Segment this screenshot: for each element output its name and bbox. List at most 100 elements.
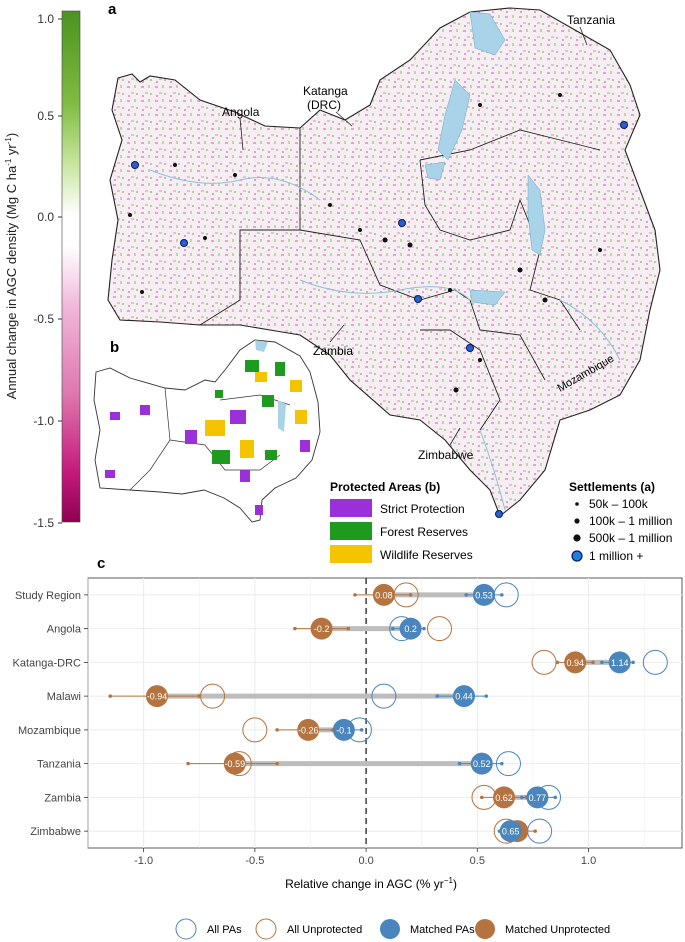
protected-legend-title: Protected Areas (b) (330, 480, 440, 494)
data-label-matched-unprotected: -0.94 (147, 692, 168, 702)
ci-end-unprotected (346, 626, 351, 631)
ci-end-pa (600, 660, 604, 665)
legend-label-matched-pas: Matched PAs (410, 924, 475, 936)
data-label-matched-unprotected: 0.08 (375, 590, 393, 600)
point-matched-unprotected (493, 786, 516, 809)
ci-end-unprotected (591, 660, 595, 665)
data-label-matched-unprotected: -0.2 (314, 624, 330, 634)
data-label-matched-unprotected: 0.94 (566, 658, 584, 668)
legend-marker-matched-pas (380, 919, 400, 939)
lake (469, 11, 506, 56)
colorbar-tick-label: 0.0 (37, 210, 54, 224)
ci-end-pa (553, 795, 557, 800)
legend-swatch-strict (330, 499, 372, 517)
colorbar-tick-label: 0.5 (37, 109, 54, 123)
point-matched-pas (608, 651, 631, 674)
label-zambia: Zambia (313, 344, 353, 358)
point-matched-pas (473, 583, 495, 606)
colorbar-gradient (61, 10, 81, 523)
label-angola: Angola (222, 105, 260, 119)
data-label-matched-unprotected: -0.26 (298, 725, 319, 735)
river (479, 429, 506, 511)
point-all-pas (642, 649, 668, 675)
x-tick-labels: -1.0 -0.5 0.0 0.5 1.0 (134, 848, 596, 867)
chart-panel (87, 577, 683, 849)
point-all-unprotected (200, 683, 226, 709)
y-tick-label: Angola (47, 624, 82, 636)
x-tick-label: 1.0 (581, 855, 596, 867)
chart-legend: All PAs All Unprotected Matched PAs Matc… (175, 918, 610, 940)
y-tick-label: Malawi (47, 691, 81, 703)
data-label-matched-pas: 0.52 (473, 759, 491, 769)
point-matched-pas (332, 718, 355, 741)
map-region-outline (107, 7, 661, 517)
ci-end-pa (422, 626, 426, 631)
country-border (419, 129, 601, 161)
settlement-dot (448, 288, 452, 292)
point-matched-pas (526, 786, 549, 809)
lake (278, 400, 286, 432)
settlement-dot (140, 290, 144, 294)
lake (255, 340, 268, 352)
settlement-blue (414, 295, 422, 303)
legend-label-strict: Strict Protection (380, 502, 465, 516)
ci-end-pa (520, 795, 524, 800)
panel-label-b: b (110, 339, 119, 356)
settlement-legend-marker (571, 550, 583, 562)
map-a: Angola Katanga (DRC) Tanzania Zambia Moz… (107, 7, 661, 518)
label-katanga-2: (DRC) (307, 98, 341, 112)
protected-area-patches (105, 360, 310, 515)
legend-marker-matched-unprotected (475, 919, 495, 939)
panel-label-c: c (97, 555, 105, 572)
point-all-unprotected (531, 649, 557, 675)
ci-end-unprotected (108, 694, 113, 698)
label-tanzania: Tanzania (567, 13, 615, 27)
colorbar-tick-label: -1.0 (33, 414, 54, 428)
settlement-legend-label: 100k – 1 million (589, 514, 672, 528)
settlement-dot (382, 237, 388, 243)
ci-end-pa (631, 660, 635, 665)
settlement-dot (407, 242, 413, 248)
settlement-blue (398, 219, 406, 227)
map-b (93, 339, 321, 523)
y-tick-label: Tanzania (37, 759, 82, 771)
lake (437, 79, 471, 161)
chart-marks: 0.08 0.53 -0.2 0.2 0.94 1.14 -0.94 0.44 -0.26 -0.… (108, 582, 668, 844)
settlement-dot (173, 163, 177, 167)
settlement-dot (542, 297, 548, 303)
point-matched-unprotected (223, 752, 246, 775)
colorbar-tick-label: -1.5 (33, 516, 54, 530)
legend-swatch-wildlife (330, 545, 372, 563)
point-all-unprotected (242, 717, 268, 743)
y-tick-label: Zimbabwe (30, 826, 81, 838)
settlement-legend-title: Settlements (a) (569, 480, 655, 494)
point-matched-unprotected (145, 685, 168, 708)
settlement-dot (128, 213, 132, 217)
settlement-dot (328, 203, 332, 207)
colorbar-tick-label: 1.0 (37, 12, 54, 26)
ci-end-pa (435, 694, 440, 698)
data-label-matched-unprotected: 0.62 (495, 793, 513, 803)
legend-swatch-forest (330, 522, 372, 540)
legend-label-all-unprotected: All Unprotected (287, 924, 362, 936)
ci-end-unprotected (293, 626, 297, 631)
ci-end-unprotected (186, 761, 190, 766)
settlement-dot (453, 387, 459, 393)
country-border (419, 159, 521, 241)
chart-c: 0.08 0.53 -0.2 0.2 0.94 1.14 -0.94 0.44 -0.26 -0.… (13, 577, 683, 891)
y-tick-label: Katanga-DRC (13, 657, 82, 669)
x-axis-label: Relative change in AGC (% yr−1) (285, 876, 457, 891)
ci-end-unprotected (275, 728, 279, 732)
settlement-dot (233, 173, 237, 177)
y-tick-labels: Study Region Angola Katanga-DRC Malawi Mozam… (13, 590, 88, 838)
ci-end-pa (499, 593, 504, 597)
ci-end-unprotected (408, 593, 413, 597)
settlements-legend: Settlements (a) 50k – 100k 100k – 1 mill… (569, 480, 672, 563)
ci-end-pa (359, 728, 364, 732)
x-tick-label: -0.5 (245, 855, 264, 867)
point-all-pas (371, 683, 397, 709)
lake (527, 174, 546, 256)
legend-marker-all-pas (175, 918, 197, 940)
x-tick-label: 0.5 (470, 855, 485, 867)
settlement-markers (128, 93, 628, 518)
